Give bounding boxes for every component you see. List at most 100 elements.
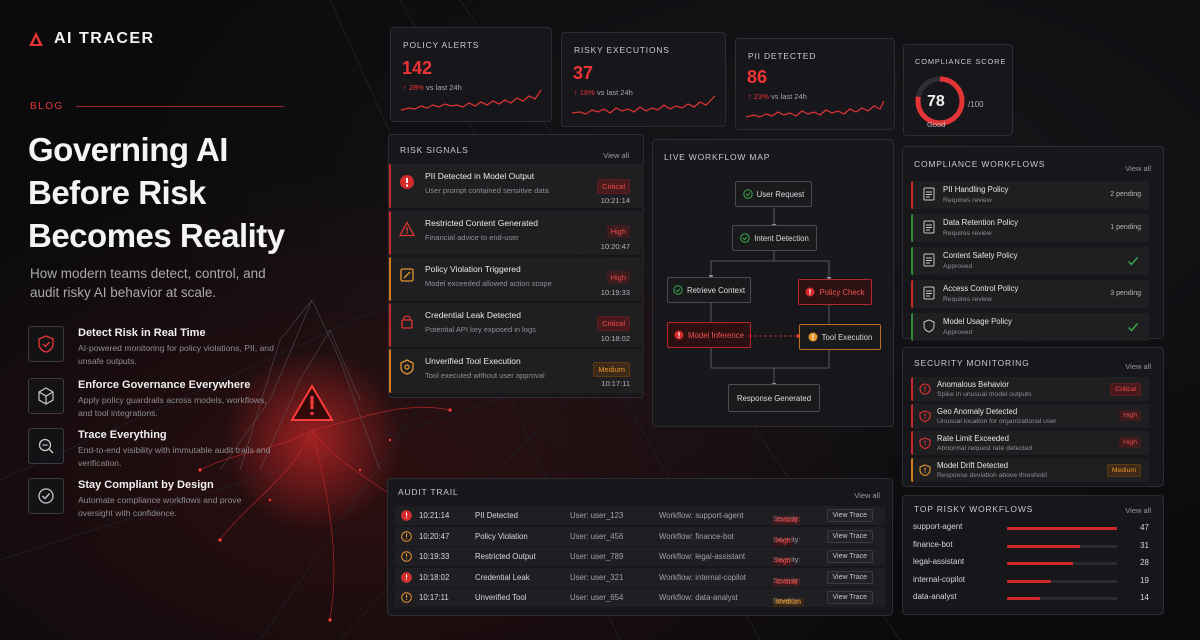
risk-signal-item[interactable]: Policy Violation Triggered Model exceede… xyxy=(389,257,644,301)
feature-trace-everything: Trace Everything End-to-end visibility w… xyxy=(28,428,278,469)
check-circle-icon xyxy=(742,189,753,199)
workflow-node-model-inference[interactable]: Model Inference xyxy=(667,322,751,348)
risk-bar xyxy=(1007,527,1117,530)
view-all-link[interactable]: View all xyxy=(1125,506,1151,515)
node-label: Response Generated xyxy=(736,393,812,403)
audit-user: User: user_654 xyxy=(570,593,624,602)
audit-trail-row[interactable]: 10:20:47 Policy Violation User: user_456 Wo… xyxy=(395,526,885,546)
kicker-divider xyxy=(75,106,284,107)
workflow-connectors xyxy=(708,208,832,387)
panel-title: AUDIT TRAIL xyxy=(398,487,459,497)
alert-circle-icon xyxy=(401,571,412,583)
risky-workflow-row[interactable]: data-analyst 14 xyxy=(913,592,1153,606)
workflow-node-user-request[interactable]: User Request xyxy=(735,181,812,207)
risky-workflow-row[interactable]: finance-bot 31 xyxy=(913,540,1153,554)
compliance-gauge xyxy=(915,76,965,126)
view-all-link[interactable]: View all xyxy=(854,491,880,500)
audit-time: 10:20:47 xyxy=(419,531,450,541)
signal-desc: Financial advice to end-user xyxy=(425,233,519,242)
security-alert-item[interactable]: Geo Anomaly Detected Unusual location fo… xyxy=(911,404,1149,428)
security-alert-item[interactable]: Anomalous Behavior Spike in unusual mode… xyxy=(911,377,1149,401)
audit-trail-row[interactable]: 10:18:02 Credential Leak User: user_321 Wor… xyxy=(395,567,885,587)
kpi-delta: ↑ 28% vs last 24h xyxy=(403,83,462,92)
audit-event: PII Detected xyxy=(475,511,518,520)
workflow-desc: Requires review xyxy=(943,230,992,237)
view-trace-button[interactable]: View Trace xyxy=(826,529,873,543)
signal-desc: Potential API key exposed in logs xyxy=(425,325,536,334)
risky-workflow-row[interactable]: internal-copilot 19 xyxy=(913,575,1153,589)
audit-trail-row[interactable]: 10:21:14 PII Detected User: user_123 Workfl… xyxy=(395,506,885,525)
workflow-title: Access Control Policy xyxy=(943,284,1019,293)
audit-trail-rows: 10:21:14 PII Detected User: user_123 Workfl… xyxy=(387,478,893,616)
risk-signal-item[interactable]: Restricted Content Generated Financial a… xyxy=(389,211,644,255)
risk-bar xyxy=(1007,597,1040,600)
view-all-link[interactable]: View all xyxy=(603,151,629,160)
risky-workflow-row[interactable]: legal-assistant 28 xyxy=(913,557,1153,571)
check-circle-icon xyxy=(28,478,64,514)
edit-document-icon xyxy=(400,268,414,282)
checkmark-icon xyxy=(1128,323,1139,332)
compliance-workflow-item[interactable]: Content Safety Policy Approved xyxy=(911,247,1149,275)
signal-title: Unverified Tool Execution xyxy=(425,356,521,366)
compliance-score-label: COMPLIANCE SCORE xyxy=(915,57,1007,66)
signal-title: Policy Violation Triggered xyxy=(425,264,521,274)
compliance-score-card[interactable]: COMPLIANCE SCORE 78 Good /100 xyxy=(903,44,1013,136)
kpi-delta: ↑ 23% vs last 24h xyxy=(748,92,807,101)
workflow-node-policy-check[interactable]: Policy Check xyxy=(798,279,872,305)
workflow-node-response-generated[interactable]: Response Generated xyxy=(728,384,820,412)
risky-workflow-row[interactable]: support-agent 47 xyxy=(913,522,1153,536)
risk-signal-item[interactable]: PII Detected in Model Output User prompt… xyxy=(389,164,644,208)
panel-title: COMPLIANCE WORKFLOWS xyxy=(914,159,1046,169)
kpi-pii-detected[interactable]: PII DETECTED 86 ↑ 23% vs last 24h xyxy=(735,38,895,130)
workflow-desc: Requires review xyxy=(943,197,992,204)
feature-desc: Apply policy guardrails across models, w… xyxy=(78,395,267,418)
view-trace-button[interactable]: View Trace xyxy=(826,509,873,522)
workflow-name: legal-assistant xyxy=(913,557,965,566)
audit-event: Policy Violation xyxy=(475,531,528,541)
view-all-link[interactable]: View all xyxy=(1125,362,1151,371)
audit-trail-row[interactable]: 10:17:11 Unverified Tool User: user_654 Wor… xyxy=(395,588,885,607)
signal-time: 10:19:33 xyxy=(600,288,630,297)
view-all-link[interactable]: View all xyxy=(1125,164,1151,173)
shield-icon xyxy=(28,326,64,362)
document-icon xyxy=(923,286,935,300)
alert-circle-icon xyxy=(401,510,412,521)
security-alert-item[interactable]: Model Drift Detected Response deviation … xyxy=(911,458,1149,482)
compliance-workflow-item[interactable]: Data Retention Policy Requires review 1 … xyxy=(911,214,1149,242)
severity-badge: High xyxy=(1119,437,1141,448)
alert-circle-icon xyxy=(808,332,818,342)
compliance-workflow-item[interactable]: Access Control Policy Requires review 3 … xyxy=(911,280,1149,308)
kpi-policy-alerts[interactable]: POLICY ALERTS 142 ↑ 28% vs last 24h xyxy=(390,27,552,122)
audit-trail-row[interactable]: 10:19:33 Restricted Output User: user_789 W… xyxy=(395,547,885,566)
view-trace-button[interactable]: View Trace xyxy=(826,591,873,604)
brand-logo[interactable]: AI TRACER xyxy=(28,30,155,48)
compliance-gauge-arc xyxy=(915,76,965,126)
document-icon xyxy=(923,253,935,267)
view-trace-button[interactable]: View Trace xyxy=(826,550,873,563)
risk-signal-item[interactable]: Unverified Tool Execution Tool executed … xyxy=(389,349,644,393)
risk-count: 31 xyxy=(1140,540,1149,550)
alert-circle-icon xyxy=(919,383,931,395)
compliance-workflow-item[interactable]: PII Handling Policy Requires review 2 pe… xyxy=(911,181,1149,209)
kpi-delta: ↑ 16% vs last 24h xyxy=(574,88,633,97)
view-trace-button[interactable]: View Trace xyxy=(826,570,873,584)
shield-alert-icon xyxy=(401,530,412,542)
workflow-title: PII Handling Policy xyxy=(943,185,1009,194)
alert-desc: Spike in unusual model outputs xyxy=(937,391,1032,398)
alert-title: Anomalous Behavior xyxy=(937,380,1009,389)
feature-title: Trace Everything xyxy=(78,429,167,441)
risk-signal-item[interactable]: Credential Leak Detected Potential API k… xyxy=(389,303,644,347)
workflow-node-retrieve-context[interactable]: Retrieve Context xyxy=(667,277,751,303)
workflow-node-intent-detection[interactable]: Intent Detection xyxy=(732,225,817,251)
live-workflow-map-panel: LIVE WORKFLOW MAP User Request Intent De… xyxy=(652,139,894,427)
hero-title-line: Becomes Reality xyxy=(28,217,285,254)
workflow-node-tool-execution[interactable]: Tool Execution xyxy=(799,324,881,350)
compliance-workflow-item[interactable]: Model Usage Policy Approved xyxy=(911,313,1149,341)
shield-icon xyxy=(923,319,935,333)
security-monitoring-panel: SECURITY MONITORING View all Anomalous B… xyxy=(902,347,1164,487)
feature-title: Stay Compliant by Design xyxy=(78,479,214,491)
audit-event: Restricted Output xyxy=(475,552,536,561)
security-alert-item[interactable]: Rate Limit Exceeded Abnormal request rat… xyxy=(911,431,1149,455)
workflow-name: data-analyst xyxy=(913,592,957,601)
kpi-risky-executions[interactable]: RISKY EXECUTIONS 37 ↑ 16% vs last 24h xyxy=(561,32,726,127)
